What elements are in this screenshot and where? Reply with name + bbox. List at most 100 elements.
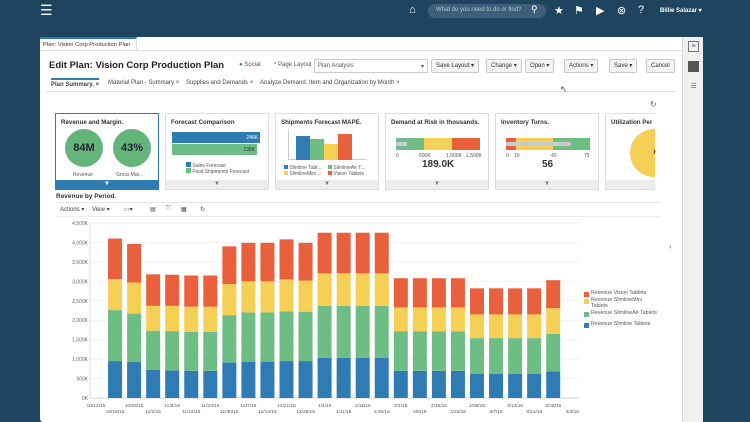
detach-icon[interactable]: ⤧	[166, 206, 171, 212]
accessibility-icon[interactable]: ⊗	[617, 5, 627, 17]
document-tab[interactable]: Plan: Vision Corp Production Plan	[40, 37, 137, 50]
x-tick-label: 4/4/16	[566, 409, 580, 415]
bar-segment	[546, 308, 561, 335]
bar-segment	[165, 274, 180, 306]
tile-inventory-turns[interactable]: Inventory Turns. 0 10 40 75 56 ▼	[495, 113, 599, 190]
bar-segment	[508, 288, 523, 315]
page-layout-select[interactable]: Plan Analysis ▾	[314, 59, 428, 73]
list-icon[interactable]: ☰	[690, 83, 697, 90]
tab-plan-summary[interactable]: Plan Summary. ×	[51, 78, 100, 88]
bar-segment	[184, 306, 199, 332]
x-tick-label: 12/21/15	[277, 403, 296, 409]
bar-segment	[450, 278, 465, 308]
bar-segment	[279, 361, 294, 398]
collapse-handle[interactable]: ›	[669, 244, 672, 251]
x-tick-label: 1/11/16	[336, 409, 352, 415]
legend-item: Revenue SlimlineAir Tablets	[584, 310, 659, 317]
side-strip: ≡ ☰	[682, 37, 703, 422]
refresh-icon[interactable]: ↻	[200, 207, 206, 213]
bar-segment	[431, 307, 446, 332]
bar-segment	[260, 361, 275, 398]
chevron-down-icon: ▾	[420, 64, 424, 70]
bar-segment	[298, 242, 313, 281]
bar-segment	[108, 310, 123, 362]
user-menu[interactable]: Billie Salazar ▾	[660, 8, 702, 14]
bar-segment	[508, 314, 523, 339]
expand-icon[interactable]: ▼	[496, 180, 598, 189]
refresh-icon[interactable]: ↻	[650, 100, 657, 109]
x-tick-label: 10/26/15	[125, 403, 144, 409]
bar-segment	[165, 305, 180, 332]
layout-icon[interactable]	[688, 61, 699, 72]
bar-segment	[279, 311, 294, 362]
bar-segment	[298, 311, 313, 362]
help-icon[interactable]: ?	[638, 4, 645, 16]
x-tick-label: 11/30/15	[220, 409, 239, 415]
bar-segment	[108, 279, 123, 311]
x-tick-label: 3/7/16	[489, 409, 503, 415]
save-button[interactable]: Save ▾	[609, 59, 638, 73]
social-link[interactable]: ● Social	[239, 62, 261, 68]
bar-segment	[412, 278, 427, 308]
bar-segment	[374, 306, 389, 358]
cancel-button[interactable]: Cancel	[646, 59, 675, 73]
expand-icon[interactable]: ▼	[386, 180, 488, 189]
actions-menu[interactable]: Actions ▾	[60, 207, 85, 213]
bar-segment	[450, 370, 465, 398]
inventory-turns-value: 56	[542, 159, 554, 170]
search-icon[interactable]: ⚲	[531, 4, 538, 14]
bar-segment	[222, 284, 237, 316]
x-tick-label: 12/7/15	[240, 403, 256, 409]
bar-segment	[374, 357, 389, 398]
tile-revenue-margin[interactable]: Revenue and Margin. 84M 43% Revenue Gros…	[55, 113, 159, 190]
tile-forecast-comparison[interactable]: Forecast Comparison 246K 238K Sales Fore…	[165, 113, 269, 190]
actions-button[interactable]: Actions ▾	[564, 59, 599, 73]
x-tick-label: 12/28/15	[296, 409, 315, 415]
next-tiles-button[interactable]: ›	[653, 146, 656, 156]
y-tick-label: 500K	[76, 377, 88, 383]
x-tick-label: 1/25/16	[374, 409, 390, 415]
open-button[interactable]: Open ▾	[525, 59, 555, 73]
bar-segment	[184, 331, 199, 371]
bar-segment	[184, 370, 199, 398]
tab-material-plan[interactable]: Material Plan - Summary ×	[108, 80, 180, 86]
home-icon[interactable]: ⌂	[409, 4, 416, 16]
tile-utilization[interactable]: Utilization Per	[605, 113, 655, 190]
save-layout-button[interactable]: Save Layout ▾	[431, 59, 480, 73]
bar-segment	[546, 371, 561, 398]
tab-supplies-demands[interactable]: Supplies and Demands ×	[186, 80, 254, 86]
bar-segment	[222, 246, 237, 285]
x-tick-label: 10/12/15	[87, 403, 106, 409]
chart-type-icon[interactable]: ▭▾	[124, 207, 133, 213]
tile-shipments-mape[interactable]: Shipments Forecast MAPE. Slimline Tabl..…	[275, 113, 379, 190]
notification-icon[interactable]: ▶	[596, 5, 605, 17]
save-icon[interactable]: ▤	[150, 207, 156, 213]
search-input[interactable]: What do you need to do or find?	[428, 4, 546, 18]
bar-segment	[184, 275, 199, 307]
bar-segment	[355, 306, 370, 358]
bar-segment	[489, 373, 504, 398]
tile-demand-at-risk[interactable]: Demand at Risk in thousands. 0 500K 1,00…	[385, 113, 489, 190]
view-menu[interactable]: View ▾	[92, 207, 110, 213]
bar-segment	[508, 338, 523, 374]
bar-segment	[431, 278, 446, 308]
expand-icon[interactable]: ▼	[166, 180, 268, 189]
y-tick-label: 2,000K	[72, 318, 89, 324]
page-title: Edit Plan: Vision Corp Production Plan	[49, 60, 225, 71]
flag-icon[interactable]: ⚑	[574, 5, 584, 17]
star-icon[interactable]: ★	[554, 5, 564, 17]
bar-segment	[508, 373, 523, 398]
legend-item: Revenue Slimline Tablets	[584, 321, 659, 328]
x-tick-label: 11/9/15	[164, 403, 180, 409]
bar-segment	[431, 370, 446, 398]
change-button[interactable]: Change ▾	[486, 59, 522, 73]
tab-analyze-demand[interactable]: Analyze Demand: Item and Organization by…	[260, 80, 400, 86]
expand-icon[interactable]: ▼	[276, 180, 378, 189]
table-icon[interactable]: ▦	[181, 207, 187, 213]
y-tick-label: 4,500K	[72, 221, 89, 227]
expand-icon[interactable]: ▼	[56, 180, 158, 189]
bar-segment	[127, 362, 142, 398]
menu-icon[interactable]: ☰	[40, 2, 53, 18]
document-icon[interactable]: ≡	[688, 41, 699, 52]
